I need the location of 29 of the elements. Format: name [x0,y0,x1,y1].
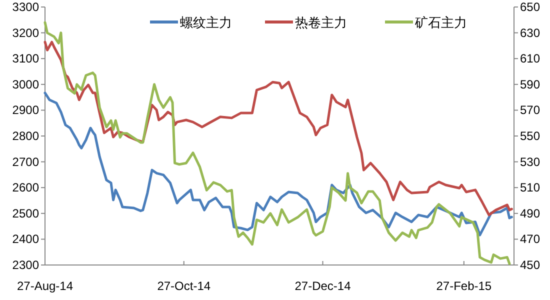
y-tick-label: 3000 [12,77,40,92]
y-tick-label: 2300 [12,258,40,272]
y2-tick-label: 650 [520,0,540,14]
x-tick-label: 27-Feb-15 [436,279,492,293]
y-tick-label: 2600 [12,180,40,195]
y2-tick-label: 590 [520,77,540,92]
y-tick-label: 2800 [12,129,40,143]
y2-tick-label: 490 [520,206,540,220]
y2-tick-label: 470 [520,232,540,246]
x-tick-label: 27-Dec-14 [294,279,352,293]
y2-tick-label: 530 [520,154,540,169]
legend-label: 矿石主力 [414,15,467,30]
y-tick-label: 2900 [12,103,40,118]
y-tick-label: 3100 [12,52,40,66]
y-tick-label: 3300 [12,0,40,14]
x-tick-label: 27-Oct-14 [157,279,211,293]
y2-tick-label: 510 [520,180,540,195]
y-tick-label: 3200 [12,26,40,40]
y2-tick-label: 630 [520,26,540,40]
legend-label: 螺纹主力 [180,15,232,30]
y2-tick-label: 450 [520,258,540,272]
legend-label: 热卷主力 [295,15,347,30]
y-tick-label: 2400 [12,232,40,246]
y2-tick-label: 570 [520,103,540,118]
y2-tick-label: 610 [520,52,540,66]
y2-tick-label: 550 [520,129,540,143]
y-tick-label: 2500 [12,206,40,220]
y-tick-label: 2700 [12,154,40,169]
x-tick-label: 27-Aug-14 [16,279,74,293]
